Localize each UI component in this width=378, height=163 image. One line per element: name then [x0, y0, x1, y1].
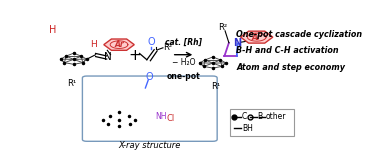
Text: B: B [257, 112, 263, 121]
Text: N: N [104, 52, 112, 62]
Text: cat. [Rh]: cat. [Rh] [165, 38, 202, 47]
Text: C: C [242, 112, 247, 121]
Text: Ar: Ar [114, 40, 124, 49]
Text: Ar: Ar [252, 33, 262, 42]
Text: R¹: R¹ [68, 79, 77, 88]
Text: BH: BH [242, 124, 253, 133]
FancyBboxPatch shape [230, 109, 294, 136]
Text: Atom and step economy: Atom and step economy [236, 63, 345, 72]
Text: R²: R² [163, 43, 172, 52]
Text: +: + [129, 48, 141, 63]
Text: one-pot: one-pot [167, 72, 200, 81]
Text: − H₂O: − H₂O [172, 58, 195, 67]
Text: Cl: Cl [166, 114, 175, 123]
Text: N: N [234, 38, 242, 48]
Polygon shape [240, 31, 273, 43]
Text: other: other [266, 112, 286, 121]
Text: X-ray structure: X-ray structure [119, 141, 181, 150]
Text: B-H and C-H activation: B-H and C-H activation [236, 46, 339, 55]
Polygon shape [154, 98, 186, 110]
Text: O: O [147, 37, 155, 47]
Text: H: H [90, 40, 97, 49]
Text: R²: R² [218, 23, 228, 32]
Text: One-pot cascade cyclization: One-pot cascade cyclization [236, 30, 363, 39]
Polygon shape [104, 39, 134, 50]
Text: H: H [49, 25, 56, 35]
Text: O: O [146, 72, 153, 82]
Text: NH: NH [156, 112, 167, 121]
Text: R¹: R¹ [211, 82, 220, 91]
FancyBboxPatch shape [82, 76, 217, 141]
